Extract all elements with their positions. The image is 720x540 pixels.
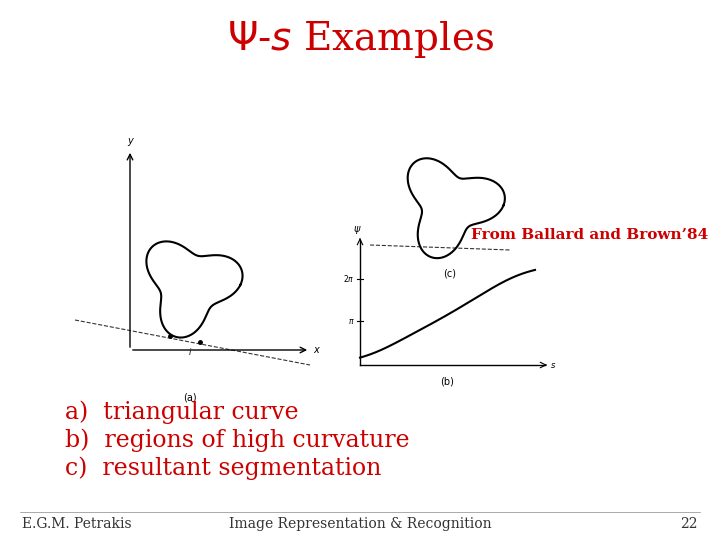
Text: i: i [189,348,192,357]
Text: E.G.M. Petrakis: E.G.M. Petrakis [22,517,132,531]
Text: $\psi$: $\psi$ [353,224,361,236]
Text: c)  resultant segmentation: c) resultant segmentation [65,456,382,480]
Text: $\mathit{\Psi}$-$\mathit{s}$ Examples: $\mathit{\Psi}$-$\mathit{s}$ Examples [227,19,493,60]
Text: (a): (a) [183,392,197,402]
Text: $2\pi$: $2\pi$ [343,273,355,284]
Text: b)  regions of high curvature: b) regions of high curvature [65,428,410,452]
Text: y: y [127,136,133,146]
Text: 22: 22 [680,517,698,531]
Text: $\pi$: $\pi$ [348,317,355,326]
Text: From Ballard and Brown’84: From Ballard and Brown’84 [472,228,708,242]
Text: (b): (b) [441,377,454,387]
Text: (c): (c) [444,269,456,279]
Text: s: s [551,361,555,369]
Text: Image Representation & Recognition: Image Representation & Recognition [229,517,491,531]
Text: a)  triangular curve: a) triangular curve [65,400,299,424]
Text: x: x [313,345,319,355]
